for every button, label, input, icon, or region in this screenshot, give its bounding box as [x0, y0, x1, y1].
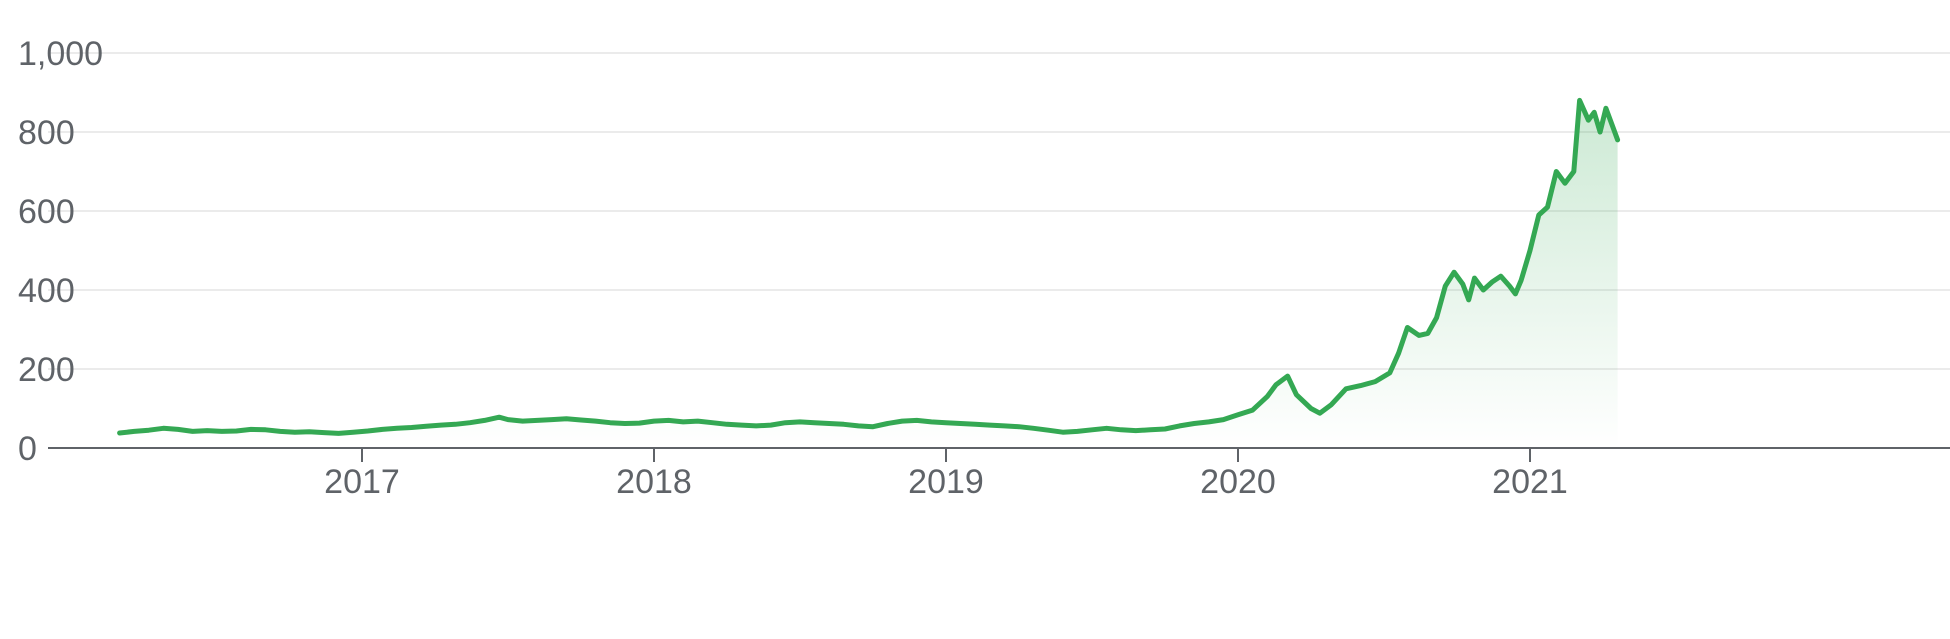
series-line [117, 97, 1621, 436]
x-tick-label: 2018 [616, 463, 692, 501]
y-tick-label: 600 [18, 193, 75, 231]
y-tick-label: 0 [18, 430, 37, 468]
x-tick-label: 2019 [908, 463, 984, 501]
y-axis-ticks: 0 200 400 600 800 1,000 [18, 35, 103, 468]
area-layer [117, 97, 1621, 449]
y-tick-label: 200 [18, 351, 75, 389]
area-fill [119, 100, 1618, 449]
y-tick-label: 400 [18, 272, 75, 310]
x-tick-label: 2020 [1200, 463, 1276, 501]
x-tick-label: 2017 [324, 463, 400, 501]
x-tick-label: 2021 [1492, 463, 1568, 501]
x-axis-ticks: 2017 2018 2019 2020 2021 [324, 448, 1568, 501]
y-tick-label: 800 [18, 114, 75, 152]
grid-lines [48, 52, 1950, 370]
y-tick-label: 1,000 [18, 35, 103, 73]
